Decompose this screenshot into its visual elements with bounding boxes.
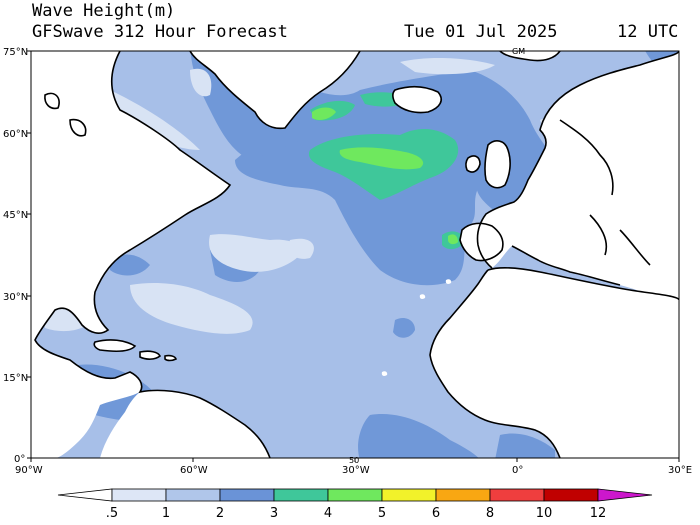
land-greenland bbox=[190, 51, 360, 129]
colorbar-segment bbox=[543, 488, 599, 502]
colorbar-segment bbox=[165, 488, 221, 502]
lon-label: 90°W bbox=[15, 465, 43, 476]
colorbar-label: 3 bbox=[270, 506, 278, 521]
land-iberia bbox=[460, 223, 503, 261]
colorbar-label: 6 bbox=[432, 506, 440, 521]
colorbar-segment bbox=[327, 488, 383, 502]
map-area bbox=[31, 51, 679, 458]
land-europe bbox=[477, 51, 679, 300]
colorbar-segment bbox=[381, 488, 437, 502]
lat-label: 0° bbox=[14, 454, 25, 465]
lat-label: 75°N bbox=[3, 47, 28, 58]
colorbar-label: 8 bbox=[486, 506, 494, 521]
colorbar-segment bbox=[435, 488, 491, 502]
meridian-marker-label: GM bbox=[512, 47, 525, 56]
land-south-america bbox=[100, 390, 270, 458]
lat-label: 15°N bbox=[3, 373, 28, 384]
wave-band-4-5m bbox=[312, 107, 458, 245]
lon-label: 0° bbox=[512, 465, 523, 476]
colorbar-low-arrow bbox=[57, 488, 113, 502]
colorbar-segment bbox=[219, 488, 275, 502]
colorbar-label: 5 bbox=[378, 506, 386, 521]
forecast-time: 12 UTC bbox=[617, 22, 679, 42]
forecast-subtitle: GFSwave 312 Hour Forecast bbox=[32, 22, 288, 42]
forecast-date: Tue 01 Jul 2025 bbox=[404, 22, 558, 42]
land-ireland bbox=[465, 156, 480, 172]
longitude-axis: 90°W 60°W 30°W 0° 30°E bbox=[15, 458, 692, 476]
colorbar-label: .5 bbox=[106, 506, 118, 521]
lon-label: 30°W bbox=[342, 465, 370, 476]
colorbar-high-arrow bbox=[597, 488, 653, 502]
land-africa bbox=[430, 267, 679, 458]
colorbar-label: 10 bbox=[536, 506, 553, 521]
colorbar-label: 12 bbox=[590, 506, 607, 521]
lat-label: 60°N bbox=[3, 129, 28, 140]
land-iceland bbox=[392, 86, 442, 113]
latitude-axis: 75°N 60°N 45°N 30°N 15°N 0° bbox=[3, 47, 31, 465]
land-cuba bbox=[94, 339, 135, 352]
lon-label: 60°W bbox=[180, 465, 208, 476]
colorbar-segment bbox=[273, 488, 329, 502]
colorbar-label: 2 bbox=[216, 506, 224, 521]
colorbar-segment bbox=[489, 488, 545, 502]
land-great-britain bbox=[484, 140, 511, 188]
colorbar-label: 1 bbox=[162, 506, 170, 521]
lon-label: 30°E bbox=[668, 465, 692, 476]
lat-label: 30°N bbox=[3, 292, 28, 303]
lat-label: 45°N bbox=[3, 210, 28, 221]
map-title: Wave Height(m) bbox=[32, 1, 176, 21]
land-north-america bbox=[31, 51, 230, 458]
coastlines bbox=[34, 51, 679, 458]
colorbar-segment bbox=[111, 488, 167, 502]
land bbox=[31, 51, 679, 458]
grid-marker-label: 50 bbox=[349, 456, 359, 465]
colorbar-label: 4 bbox=[324, 506, 332, 521]
colorbar: .5 1 2 3 4 5 6 8 10 12 bbox=[57, 488, 653, 521]
